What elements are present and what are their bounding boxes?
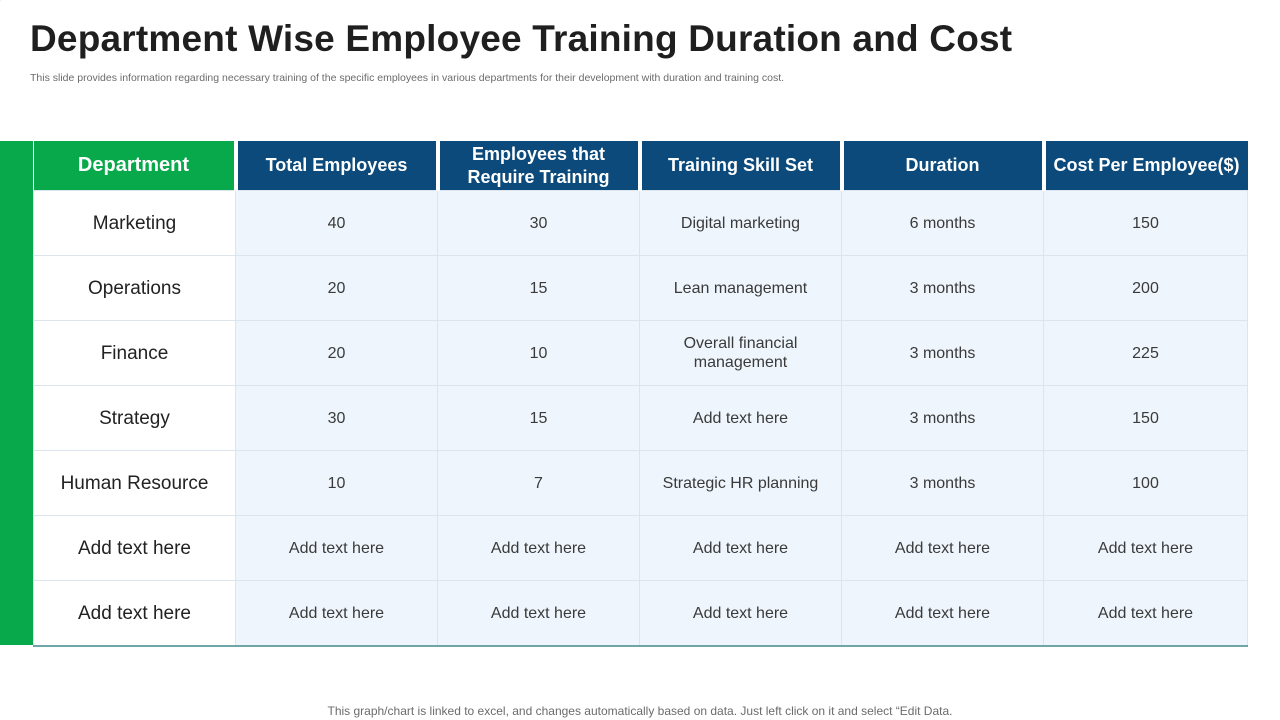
cell-department: Marketing — [33, 190, 236, 256]
header-total-employees: Total Employees — [235, 141, 440, 191]
cell-training-skill-set: Digital marketing — [639, 190, 842, 256]
cell-total-employees: Add text here — [235, 580, 438, 647]
cell-cost-per-employee: Add text here — [1043, 515, 1248, 581]
cell-department: Add text here — [33, 515, 236, 581]
cell-department: Strategy — [33, 385, 236, 451]
cell-department: Add text here — [33, 580, 236, 647]
cell-total-employees: 40 — [235, 190, 438, 256]
table-header-row: Department Total Employees Employees tha… — [33, 141, 1248, 191]
cell-employees-require-training: 15 — [437, 255, 640, 321]
cell-training-skill-set: Overall financial management — [639, 320, 842, 386]
cell-cost-per-employee: 150 — [1043, 385, 1248, 451]
slide-subtitle: This slide provides information regardin… — [30, 72, 785, 84]
cell-total-employees: 30 — [235, 385, 438, 451]
header-department: Department — [33, 141, 238, 191]
cell-cost-per-employee: 225 — [1043, 320, 1248, 386]
cell-total-employees: 10 — [235, 450, 438, 516]
cell-duration: Add text here — [841, 515, 1044, 581]
table-row: Operations 20 15 Lean management 3 month… — [33, 255, 1248, 321]
cell-total-employees: 20 — [235, 255, 438, 321]
green-accent-bar — [0, 141, 33, 645]
header-duration: Duration — [841, 141, 1046, 191]
table-row: Human Resource 10 7 Strategic HR plannin… — [33, 450, 1248, 516]
cell-department: Operations — [33, 255, 236, 321]
cell-cost-per-employee: 150 — [1043, 190, 1248, 256]
cell-employees-require-training: 10 — [437, 320, 640, 386]
cell-employees-require-training: 7 — [437, 450, 640, 516]
table-row: Add text here Add text here Add text her… — [33, 515, 1248, 581]
cell-cost-per-employee: 200 — [1043, 255, 1248, 321]
cell-employees-require-training: 30 — [437, 190, 640, 256]
cell-duration: 3 months — [841, 385, 1044, 451]
slide-title: Department Wise Employee Training Durati… — [30, 18, 1013, 59]
cell-employees-require-training: Add text here — [437, 515, 640, 581]
cell-employees-require-training: 15 — [437, 385, 640, 451]
cell-training-skill-set: Add text here — [639, 580, 842, 647]
cell-duration: 3 months — [841, 320, 1044, 386]
header-training-skill-set: Training Skill Set — [639, 141, 844, 191]
cell-training-skill-set: Lean management — [639, 255, 842, 321]
cell-total-employees: Add text here — [235, 515, 438, 581]
cell-department: Finance — [33, 320, 236, 386]
header-employees-require-training: Employees that Require Training — [437, 141, 642, 191]
cell-total-employees: 20 — [235, 320, 438, 386]
cell-training-skill-set: Add text here — [639, 385, 842, 451]
cell-duration: 3 months — [841, 255, 1044, 321]
table-row: Add text here Add text here Add text her… — [33, 580, 1248, 647]
footer-note: This graph/chart is linked to excel, and… — [327, 704, 953, 718]
corner-accent — [0, 0, 43, 5]
cell-employees-require-training: Add text here — [437, 580, 640, 647]
cell-cost-per-employee: Add text here — [1043, 580, 1248, 647]
training-table: Department Total Employees Employees tha… — [33, 141, 1248, 647]
cell-duration: Add text here — [841, 580, 1044, 647]
cell-duration: 3 months — [841, 450, 1044, 516]
table-row: Finance 20 10 Overall financial manageme… — [33, 320, 1248, 386]
table-row: Strategy 30 15 Add text here 3 months 15… — [33, 385, 1248, 451]
table-row: Marketing 40 30 Digital marketing 6 mont… — [33, 190, 1248, 256]
cell-department: Human Resource — [33, 450, 236, 516]
cell-duration: 6 months — [841, 190, 1044, 256]
cell-training-skill-set: Strategic HR planning — [639, 450, 842, 516]
header-cost-per-employee: Cost Per Employee($) — [1043, 141, 1248, 191]
cell-training-skill-set: Add text here — [639, 515, 842, 581]
cell-cost-per-employee: 100 — [1043, 450, 1248, 516]
